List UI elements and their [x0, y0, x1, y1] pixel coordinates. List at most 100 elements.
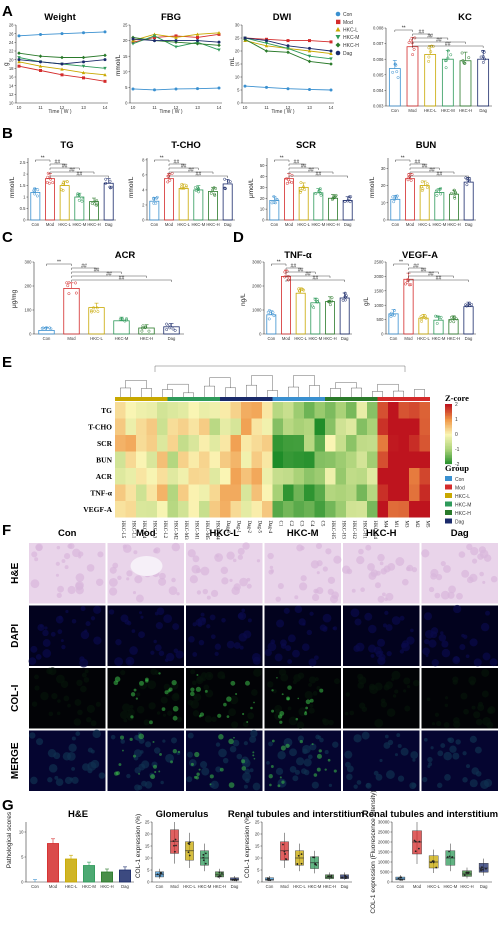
group-bar-C2	[283, 397, 294, 401]
sig-mark: ##	[316, 172, 322, 178]
kc-ytick-label: 0.007	[373, 41, 384, 46]
group-legend-swatch-Mod	[445, 484, 452, 490]
b0-point	[80, 199, 84, 203]
sig-bracket	[412, 45, 484, 48]
line2-xtick-label: 13	[307, 105, 312, 110]
micrograph-texture	[459, 644, 466, 651]
micrograph-texture	[438, 634, 447, 642]
col1-signal	[235, 692, 238, 696]
acr-point	[65, 281, 69, 285]
heatmap-cell	[146, 451, 157, 468]
group-bar-HKC-M4	[209, 397, 220, 401]
rti-ytick-label: 10	[255, 856, 260, 861]
kc-point	[446, 56, 450, 60]
heatmap-cell	[230, 435, 241, 452]
col1-signal	[129, 737, 133, 742]
series-point	[131, 37, 135, 41]
col1-signal	[311, 743, 314, 746]
tnf-xtick-label: HKC-M	[308, 336, 322, 341]
b3-point	[425, 186, 429, 189]
tnf-bar-Mod	[281, 275, 291, 335]
acr-point	[92, 306, 95, 310]
glom-point	[189, 841, 191, 844]
line0-ytick-label: 28	[9, 23, 14, 28]
micrograph-texture	[77, 709, 83, 716]
group-bar-Dag-1	[230, 397, 241, 401]
tnf-bar-HKC-L	[295, 292, 306, 335]
vegf-ytick-label: 2000	[374, 274, 384, 279]
b3-point	[406, 176, 410, 180]
col1-signal	[305, 699, 311, 705]
sig-bracket	[71, 267, 97, 270]
b2-point	[343, 200, 347, 204]
group-legend-label: Con	[455, 477, 464, 483]
tnf-ytick-label: 3000	[252, 260, 262, 265]
micrograph-texture	[160, 696, 168, 704]
micrograph-texture	[452, 604, 462, 614]
heatmap-cell	[419, 501, 430, 518]
sig-mark: **	[399, 260, 403, 266]
col1-signal	[152, 740, 155, 743]
micrograph-texture	[117, 575, 122, 581]
series-point	[264, 41, 269, 45]
micrograph-texture	[303, 758, 312, 767]
rti-point	[283, 850, 286, 853]
zscore-title: Z-core	[445, 393, 469, 403]
rti-point	[267, 879, 270, 882]
micrograph-texture	[292, 680, 297, 685]
glom-ytick-label: 0	[147, 880, 150, 885]
micrograph-texture	[489, 658, 498, 667]
micrograph-texture	[292, 775, 299, 782]
micrograph-texture	[296, 757, 305, 766]
micrograph-texture	[469, 638, 478, 647]
glom-ylabel: COL-1 expression (%)	[135, 814, 142, 878]
glom-point	[160, 872, 163, 875]
micrograph-texture	[159, 572, 166, 580]
vegf-bar-HKC-H	[448, 319, 459, 335]
dendro-link	[162, 389, 173, 397]
rti-xtick-label: HKC-L	[293, 884, 306, 889]
micrograph-texture	[29, 732, 36, 739]
rtif-xtick-label: HKC-H	[460, 884, 473, 889]
micrograph-texture	[316, 571, 320, 575]
col1-signal	[158, 770, 161, 773]
micrograph-texture	[411, 566, 418, 573]
zscore-tick: 2	[455, 402, 458, 408]
series-point	[329, 62, 333, 66]
micrograph-texture	[374, 718, 384, 728]
micrograph-texture	[154, 670, 160, 676]
rtif-ytick-label: 20000	[378, 840, 390, 845]
series-point	[39, 60, 42, 64]
b2-ytick-label: 50	[260, 163, 265, 168]
acr-ytick-label: 0	[29, 332, 32, 337]
heatmap-cell	[367, 402, 378, 419]
acr-xtick-label: Con	[43, 336, 51, 341]
col1-signal	[281, 693, 284, 696]
b1-xtick-label: Con	[150, 222, 158, 227]
micrograph-texture	[382, 592, 386, 597]
micrograph-texture	[377, 553, 385, 562]
col1-signal	[196, 772, 200, 776]
micrograph-texture	[46, 667, 53, 675]
sig-mark: **	[277, 260, 281, 266]
micrograph-texture	[319, 737, 324, 743]
heatmap-cell	[251, 435, 262, 452]
micrograph-texture	[469, 680, 476, 686]
heatmap-cell	[136, 501, 147, 518]
tnf-point	[343, 295, 347, 299]
col1-signal	[209, 783, 212, 786]
micrograph-texture	[428, 586, 435, 593]
b3-point	[420, 189, 424, 192]
series-point	[265, 39, 268, 43]
b3-point	[435, 193, 439, 197]
heatmap-cell	[325, 468, 336, 485]
micrograph-DAPI-Con	[29, 605, 106, 666]
zscore-ramp-step	[445, 459, 452, 462]
heatmap-cell	[167, 468, 178, 485]
vegf-point	[405, 280, 409, 284]
heatmap-cell	[272, 468, 283, 485]
micrograph-texture	[380, 698, 386, 704]
micrograph-texture	[289, 748, 297, 757]
heatmap-cell	[167, 451, 178, 468]
zscore-ramp-step	[445, 407, 452, 409]
